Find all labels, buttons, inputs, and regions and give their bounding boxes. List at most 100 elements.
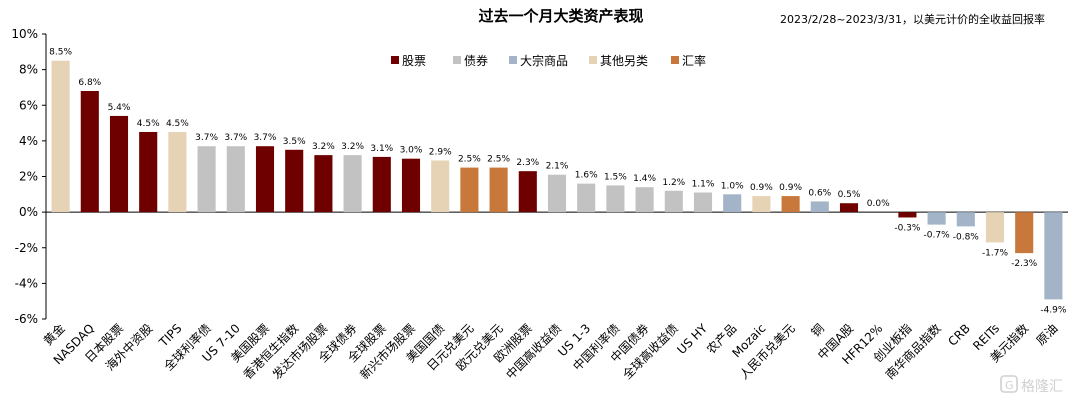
data-label: -0.8%: [953, 232, 980, 242]
bar: [109, 115, 129, 213]
y-tick-label: 0%: [19, 205, 38, 219]
watermark-text: 格隆汇: [1021, 379, 1063, 395]
chart-legend: 股票 债券 大宗商品 其他另类 汇率: [391, 53, 706, 68]
legend-label: 股票: [402, 54, 426, 68]
bar: [460, 167, 479, 213]
bar: [781, 196, 800, 213]
y-tick-label: -2%: [15, 241, 38, 255]
bar: [226, 146, 245, 213]
legend-label: 汇率: [682, 53, 706, 68]
y-tick-label: 10%: [11, 27, 38, 41]
bar: [343, 155, 362, 213]
bar: [606, 185, 625, 213]
data-label: 2.5%: [458, 155, 481, 165]
bar: [372, 156, 391, 213]
data-label: 3.2%: [312, 142, 335, 152]
watermark-logo-glyph: G: [1005, 379, 1014, 392]
legend-swatch: [453, 56, 461, 64]
watermark: G 格隆汇: [1000, 375, 1063, 395]
bar: [839, 203, 859, 213]
bar: [547, 174, 567, 213]
legend-label: 债券: [464, 53, 488, 68]
chart-title: 过去一个月大类资产表现: [478, 7, 643, 25]
data-label: -0.3%: [894, 223, 921, 233]
data-label: 8.5%: [49, 48, 72, 58]
data-label: 0.5%: [838, 190, 861, 200]
data-label: 4.5%: [137, 119, 160, 129]
watermark-logo-icon: [1000, 375, 1018, 393]
legend-swatch: [671, 56, 679, 64]
bar: [752, 196, 771, 213]
bar: [314, 155, 333, 213]
bar: [489, 167, 508, 213]
bar: [693, 192, 713, 213]
y-axis: 10% 8% 6% 4% 2% 0% -2% -4% -6%: [11, 27, 1068, 326]
y-tick-label: -4%: [15, 276, 38, 290]
legend-swatch: [589, 56, 597, 64]
data-label: 2.1%: [546, 162, 569, 172]
data-label: 3.2%: [341, 142, 364, 152]
data-label: 0.0%: [867, 199, 890, 209]
chart-subtitle: 2023/2/28~2023/3/31，以美元计价的全收益回报率: [780, 12, 1045, 26]
data-label: 5.4%: [108, 103, 131, 113]
bars: 8.5% 6.8% 5.4% 4.5% 4.5% 3.7% 3.7% 3.7% 3.5% 3.2%…: [49, 48, 1067, 316]
bar: [51, 60, 70, 213]
y-tick-label: -6%: [15, 312, 38, 326]
legend-label: 大宗商品: [520, 53, 568, 68]
data-label: 1.6%: [575, 171, 598, 181]
bar: [197, 146, 216, 213]
data-label: 1.5%: [604, 172, 627, 182]
bar: [1015, 212, 1034, 254]
data-label: -4.9%: [1040, 305, 1067, 315]
data-label: 3.7%: [195, 133, 218, 143]
data-label: 4.5%: [166, 119, 189, 129]
data-label: 2.5%: [487, 155, 510, 165]
data-label: 1.0%: [721, 181, 744, 191]
data-label: 0.9%: [779, 183, 802, 193]
data-label: 1.4%: [633, 174, 656, 184]
bar: [985, 212, 1005, 243]
data-label: -0.7%: [924, 231, 951, 241]
bar: [139, 131, 158, 213]
data-label: 3.1%: [370, 144, 393, 154]
bar: [518, 171, 537, 213]
bar: [401, 158, 421, 213]
bar: [635, 187, 654, 213]
data-label: 1.1%: [692, 180, 715, 190]
bar: [723, 194, 742, 213]
bar: [80, 91, 99, 213]
bar: [431, 160, 450, 213]
x-tick-label: 铜: [808, 321, 827, 340]
bar: [285, 149, 304, 213]
data-label: -2.3%: [1011, 259, 1038, 269]
data-label: 2.3%: [516, 158, 539, 168]
legend-swatch: [509, 56, 517, 64]
legend-label: 其他另类: [600, 54, 648, 68]
bar: [898, 212, 917, 218]
bar: [577, 183, 596, 213]
data-label: 6.8%: [78, 78, 101, 88]
x-tick-label: CRB: [945, 321, 973, 349]
bar: [664, 190, 683, 213]
bar: [810, 201, 829, 213]
y-tick-label: 2%: [19, 170, 38, 184]
data-label: 3.7%: [254, 133, 277, 143]
data-label: 1.2%: [662, 178, 685, 188]
bar: [255, 146, 275, 213]
y-tick-label: 4%: [19, 134, 38, 148]
data-label: -1.7%: [982, 248, 1009, 258]
bar: [956, 212, 975, 227]
bar: [168, 131, 187, 213]
data-label: 0.9%: [750, 183, 773, 193]
bar: [1044, 212, 1063, 300]
legend-swatch: [391, 56, 399, 64]
data-label: 0.6%: [808, 188, 831, 198]
data-label: 3.0%: [400, 146, 423, 156]
y-tick-label: 8%: [19, 63, 38, 77]
data-label: 3.7%: [224, 133, 247, 143]
y-tick-label: 6%: [19, 98, 38, 112]
data-label: 2.9%: [429, 147, 452, 157]
x-tick-label: US HY: [674, 321, 710, 357]
